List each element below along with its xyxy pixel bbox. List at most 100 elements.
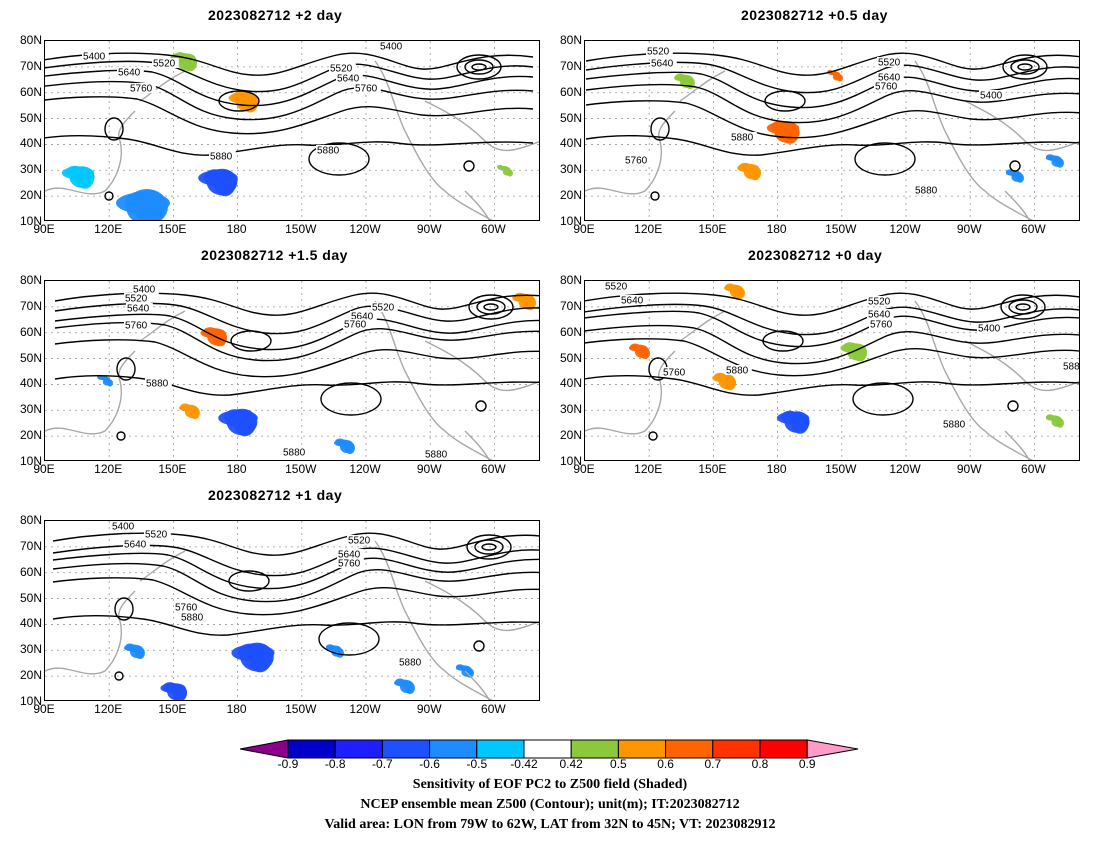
contour-label-bg <box>371 302 398 312</box>
coastline <box>464 670 490 700</box>
colorbar-segment <box>476 739 525 759</box>
lat-tick-label: 20N <box>19 668 42 683</box>
coastline <box>679 70 726 102</box>
lat-tick-label: 30N <box>19 402 42 417</box>
contour-label-bg <box>1062 361 1079 371</box>
contour-label: 5400 <box>380 42 403 53</box>
lat-tick-label: 50N <box>19 350 42 365</box>
contour-label-bg <box>877 57 904 67</box>
z500-contour <box>52 544 539 577</box>
lon-tick-label: 150E <box>158 222 187 236</box>
contour-label-bg <box>624 155 651 165</box>
z500-closed-contour <box>854 142 916 176</box>
colorbar-tick-label: -0.7 <box>372 757 393 771</box>
colorbar-tick-label: 0.6 <box>657 757 674 771</box>
coastline <box>45 110 136 195</box>
sensitivity-shade <box>766 120 800 144</box>
lon-tick-label: 90W <box>956 462 982 476</box>
lon-tick-label: 120E <box>94 222 123 236</box>
contour-label: 5760 <box>175 603 198 614</box>
contour-label: 5880 <box>210 152 233 163</box>
contour-label-bg <box>336 73 363 83</box>
colorbar-tick-label: 0.5 <box>610 757 627 771</box>
footer-line-2: NCEP ensemble mean Z500 (Contour); unit(… <box>360 797 740 812</box>
lon-tick-label: 150W <box>285 462 317 476</box>
z500-contour <box>54 374 539 396</box>
sensitivity-shade <box>776 410 810 434</box>
z500-closed-contour <box>463 160 475 172</box>
sensitivity-shade <box>840 342 867 362</box>
colorbar-segment <box>617 739 667 759</box>
lat-tick-label: 30N <box>559 402 582 417</box>
contour-label-bg <box>124 293 151 303</box>
lon-tick-label: 90E <box>33 222 55 236</box>
z500-closed-contour <box>1002 54 1048 80</box>
sensitivity-shade <box>455 664 474 678</box>
contour-label: 5400 <box>980 91 1003 102</box>
z500-contour <box>585 52 1079 76</box>
footer-line-3: Valid area: LON from 79W to 62W, LAT fro… <box>324 817 776 832</box>
contour-label: 5760 <box>125 321 148 332</box>
contour-label: 5880 <box>726 366 749 377</box>
contour-label: 5520 <box>372 303 395 314</box>
lat-tick-label: 20N <box>19 188 42 203</box>
contour-label-bg <box>877 72 904 82</box>
sensitivity-shade <box>198 168 238 197</box>
contour-label: 5640 <box>351 312 374 323</box>
contour-label: 5880 <box>731 133 754 144</box>
contour-label: 5640 <box>338 550 361 561</box>
contour-label: 5760 <box>663 368 686 379</box>
contour-label-bg <box>869 319 896 329</box>
z500-contour <box>585 83 1079 124</box>
z500-contour <box>52 552 539 590</box>
coastline <box>464 430 490 460</box>
lon-tick-label: 90W <box>416 702 442 716</box>
z500-closed-contour <box>456 54 502 80</box>
z500-closed-contour <box>1015 303 1031 311</box>
contour-label: 5520 <box>868 297 891 308</box>
lat-tick-label: 40N <box>19 376 42 391</box>
lon-tick-label: 90W <box>416 222 442 236</box>
lat-tick-label: 70N <box>19 58 42 73</box>
lat-tick-label: 80N <box>19 513 42 527</box>
contour-label-bg <box>117 67 144 77</box>
lat-tick-label: 30N <box>559 162 582 177</box>
lon-tick-label: 150E <box>698 222 727 236</box>
coastline <box>679 310 726 342</box>
lon-tick-label: 150E <box>698 462 727 476</box>
contour-label: 5520 <box>145 530 168 541</box>
contour-label-bg <box>337 549 364 559</box>
contour-label: 5640 <box>124 540 147 551</box>
contour-label: 5760 <box>355 84 378 95</box>
z500-closed-contour <box>116 431 126 441</box>
contour-label: 5640 <box>868 310 891 321</box>
lon-tick-label: 120W <box>889 462 921 476</box>
sensitivity-shade <box>712 372 736 391</box>
lat-tick-label: 50N <box>559 350 582 365</box>
contour-label: 5520 <box>878 58 901 69</box>
z500-closed-contour <box>650 117 670 141</box>
sensitivity-shade <box>629 343 650 359</box>
coastline <box>1004 190 1030 220</box>
sensitivity-shade <box>160 682 187 700</box>
lon-tick-label: 60W <box>1021 222 1046 236</box>
contour-label-bg <box>730 132 757 142</box>
coastline <box>45 590 136 675</box>
contour-label-bg <box>379 41 406 51</box>
lat-tick-label: 50N <box>559 110 582 125</box>
sensitivity-shade <box>1045 414 1064 428</box>
contour-label-bg <box>174 602 201 612</box>
z500-contour <box>585 303 1079 336</box>
lon-tick-label: 90E <box>573 462 595 476</box>
map-panel-p0: 5520 5640 5520 5640 5760 5400 5760 5880 5880 588 <box>584 280 1080 461</box>
colorbar-segment <box>334 739 383 759</box>
z500-contour <box>585 338 1079 377</box>
lon-tick-label: 60W <box>481 702 506 716</box>
z500-closed-contour <box>466 534 512 560</box>
lat-tick-label: 10N <box>559 214 582 228</box>
lat-tick-label: 80N <box>559 33 582 47</box>
z500-closed-contour <box>230 330 272 352</box>
lat-tick-label: 80N <box>559 273 582 287</box>
footer-line-1: Sensitivity of EOF PC2 to Z500 field (Sh… <box>412 777 688 792</box>
